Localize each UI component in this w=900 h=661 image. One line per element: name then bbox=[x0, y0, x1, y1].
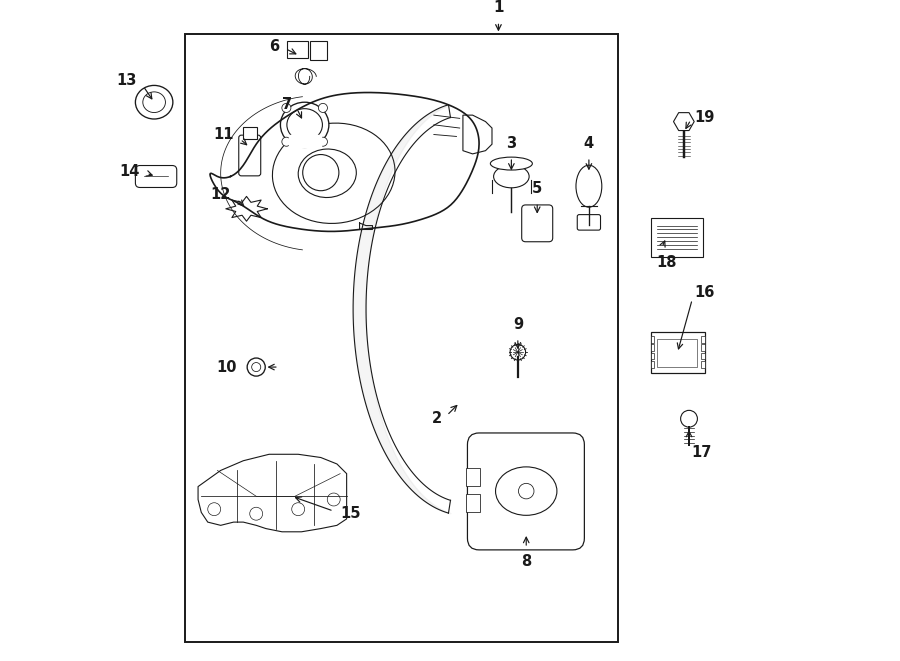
FancyBboxPatch shape bbox=[238, 135, 261, 176]
Text: 13: 13 bbox=[116, 73, 137, 89]
FancyBboxPatch shape bbox=[522, 205, 553, 242]
Ellipse shape bbox=[496, 467, 557, 516]
FancyBboxPatch shape bbox=[577, 215, 600, 230]
Ellipse shape bbox=[491, 157, 533, 170]
Text: 1: 1 bbox=[493, 0, 504, 15]
Ellipse shape bbox=[493, 165, 529, 188]
Ellipse shape bbox=[273, 123, 395, 223]
FancyBboxPatch shape bbox=[651, 336, 654, 342]
FancyBboxPatch shape bbox=[651, 353, 654, 360]
Text: 6: 6 bbox=[269, 39, 280, 54]
Text: 17: 17 bbox=[691, 445, 711, 459]
Text: 4: 4 bbox=[584, 136, 594, 151]
FancyBboxPatch shape bbox=[651, 362, 654, 368]
FancyBboxPatch shape bbox=[651, 344, 654, 351]
FancyBboxPatch shape bbox=[310, 41, 328, 60]
Polygon shape bbox=[198, 454, 346, 532]
Ellipse shape bbox=[576, 165, 602, 207]
Text: 11: 11 bbox=[213, 127, 234, 142]
Circle shape bbox=[302, 155, 339, 191]
Text: 7: 7 bbox=[282, 97, 292, 112]
Text: 5: 5 bbox=[532, 181, 543, 196]
Text: 14: 14 bbox=[120, 164, 140, 179]
FancyBboxPatch shape bbox=[466, 494, 481, 512]
Ellipse shape bbox=[287, 108, 322, 141]
Bar bbox=[185, 34, 618, 642]
Text: 18: 18 bbox=[657, 255, 677, 270]
FancyBboxPatch shape bbox=[657, 339, 698, 367]
FancyBboxPatch shape bbox=[243, 127, 256, 139]
Bar bbox=[289, 134, 320, 147]
FancyBboxPatch shape bbox=[701, 362, 705, 368]
Text: 12: 12 bbox=[210, 187, 230, 202]
Polygon shape bbox=[463, 115, 492, 154]
Circle shape bbox=[510, 344, 526, 360]
Text: 8: 8 bbox=[521, 555, 531, 569]
Text: 2: 2 bbox=[431, 411, 442, 426]
Circle shape bbox=[319, 137, 328, 146]
Circle shape bbox=[319, 103, 328, 112]
Circle shape bbox=[208, 503, 220, 516]
Ellipse shape bbox=[248, 358, 266, 376]
Circle shape bbox=[282, 137, 291, 146]
Circle shape bbox=[518, 483, 534, 499]
FancyBboxPatch shape bbox=[466, 468, 481, 486]
Circle shape bbox=[292, 503, 304, 516]
Ellipse shape bbox=[143, 92, 166, 112]
FancyBboxPatch shape bbox=[467, 433, 584, 550]
Text: 10: 10 bbox=[216, 360, 237, 375]
Text: 3: 3 bbox=[507, 136, 517, 151]
Polygon shape bbox=[673, 112, 694, 130]
Ellipse shape bbox=[135, 85, 173, 119]
Circle shape bbox=[680, 410, 698, 427]
FancyBboxPatch shape bbox=[651, 332, 705, 373]
FancyBboxPatch shape bbox=[701, 353, 705, 360]
Ellipse shape bbox=[252, 362, 261, 371]
FancyBboxPatch shape bbox=[651, 218, 703, 256]
Text: 15: 15 bbox=[340, 506, 361, 522]
Ellipse shape bbox=[298, 149, 356, 198]
FancyBboxPatch shape bbox=[135, 165, 176, 188]
FancyBboxPatch shape bbox=[287, 42, 308, 58]
FancyBboxPatch shape bbox=[701, 336, 705, 342]
FancyBboxPatch shape bbox=[701, 344, 705, 351]
Text: 16: 16 bbox=[694, 286, 715, 300]
Circle shape bbox=[249, 507, 263, 520]
Circle shape bbox=[282, 103, 291, 112]
Circle shape bbox=[328, 493, 340, 506]
Text: 9: 9 bbox=[513, 317, 523, 332]
Text: 19: 19 bbox=[694, 110, 715, 124]
Ellipse shape bbox=[281, 102, 328, 147]
